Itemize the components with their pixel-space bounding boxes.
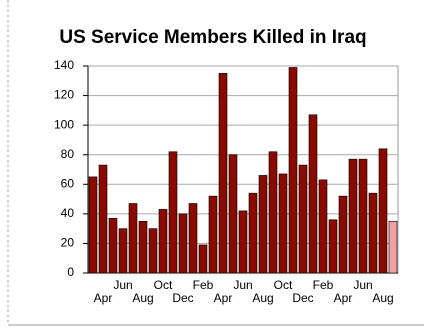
bar <box>268 151 278 274</box>
y-tick-label: 120 <box>54 88 74 102</box>
x-tick-label: Feb <box>313 278 334 292</box>
x-tick-label: Apr <box>214 291 233 305</box>
bar <box>168 151 178 274</box>
bar <box>228 154 238 274</box>
bar <box>358 158 368 274</box>
bar <box>298 164 308 274</box>
bar <box>128 203 138 274</box>
bar <box>348 158 358 274</box>
bar <box>368 192 378 274</box>
x-tick-label: Aug <box>252 291 273 305</box>
x-tick-label: Oct <box>274 278 293 292</box>
bar <box>158 209 168 274</box>
bar <box>188 203 198 274</box>
y-tick-label: 60 <box>61 176 75 190</box>
x-tick-label: Apr <box>334 291 353 305</box>
x-tick-label: Feb <box>193 278 214 292</box>
bar <box>328 219 338 274</box>
y-tick-label: 80 <box>61 147 75 161</box>
bar <box>318 179 328 274</box>
y-tick-label: 0 <box>67 265 74 279</box>
bar <box>138 220 148 274</box>
x-tick-label: Jun <box>233 278 252 292</box>
y-tick-label: 40 <box>61 206 75 220</box>
x-tick-label: Dec <box>292 291 313 305</box>
bar <box>148 228 158 274</box>
x-tick-label: Dec <box>172 291 193 305</box>
x-tick-label: Oct <box>154 278 173 292</box>
y-tick-label: 100 <box>54 117 74 131</box>
bar <box>278 173 288 274</box>
bar <box>378 148 388 274</box>
bar <box>308 114 318 274</box>
x-tick-label: Apr <box>94 291 113 305</box>
chart-title: US Service Members Killed in Iraq <box>59 27 366 48</box>
bar <box>118 228 128 274</box>
x-tick-label: Aug <box>132 291 153 305</box>
bar <box>248 192 258 274</box>
x-tick-label: Jun <box>113 278 132 292</box>
y-tick-label: 20 <box>61 236 75 250</box>
y-tick-label: 140 <box>54 58 74 72</box>
bar <box>88 176 98 274</box>
x-tick-label: Aug <box>372 291 393 305</box>
bar <box>178 213 188 274</box>
x-tick-label: Jun <box>353 278 372 292</box>
bar <box>338 195 348 274</box>
bar <box>388 220 398 274</box>
bar <box>238 210 248 274</box>
bar <box>218 73 228 274</box>
bar <box>98 164 108 274</box>
bar <box>198 244 208 274</box>
bar <box>288 67 298 274</box>
bar <box>108 217 118 274</box>
bar <box>258 175 268 274</box>
bar <box>208 195 218 274</box>
